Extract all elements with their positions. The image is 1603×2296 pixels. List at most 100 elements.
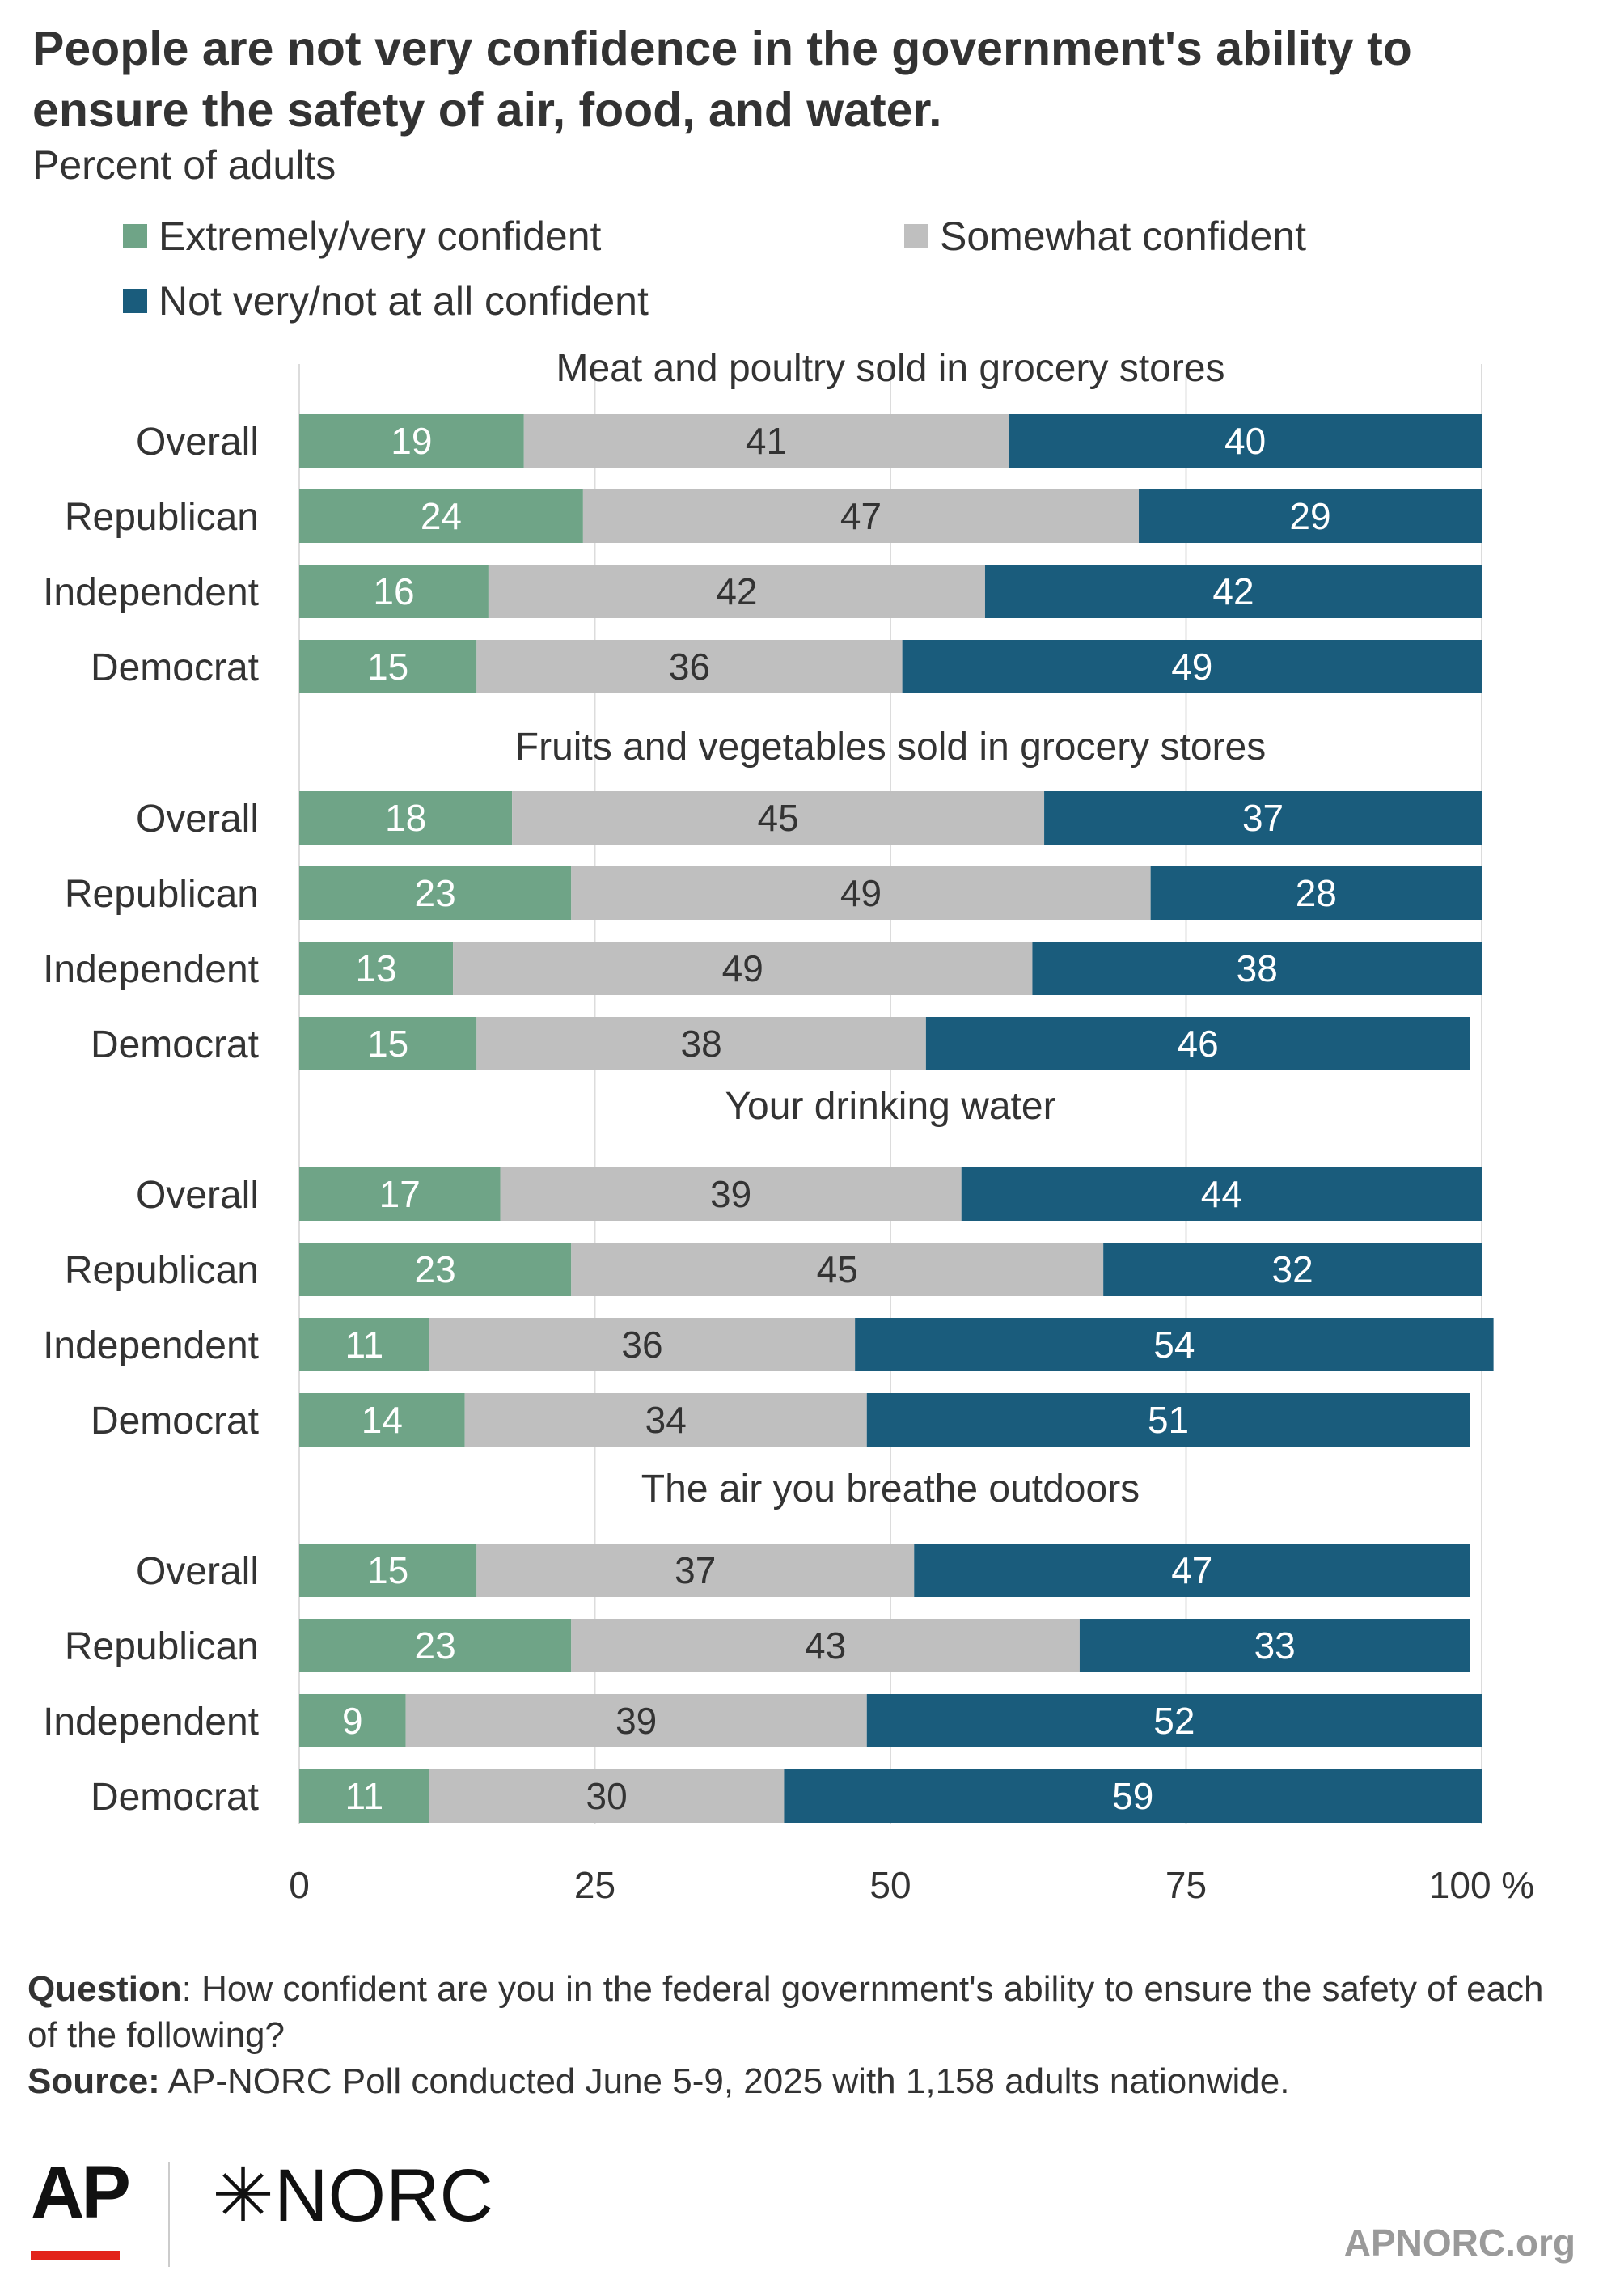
data-label-the-air-you-breathe-outdoors-democrat-somewhat-confident: 30	[586, 1775, 628, 1817]
data-label-meat-and-poultry-sold-in-grocery-stores-independent-extremely-very-confident: 16	[373, 570, 414, 612]
legend-swatch-somewhat	[904, 224, 928, 248]
data-label-your-drinking-water-republican-extremely-very-confident: 23	[415, 1248, 456, 1290]
bar-segment-fruits-and-vegetables-sold-in-grocery-stores-republican-somewhat-confident	[571, 866, 1151, 920]
bar-segment-fruits-and-vegetables-sold-in-grocery-stores-democrat-not-very-not-at-all-confident	[925, 1017, 1470, 1070]
data-label-fruits-and-vegetables-sold-in-grocery-stores-overall-somewhat-confident: 45	[758, 797, 799, 839]
bar-segment-meat-and-poultry-sold-in-grocery-stores-democrat-extremely-very-confident	[299, 640, 477, 693]
x-tick-label-25: 25	[574, 1864, 615, 1906]
group-title-the-air-you-breathe-outdoors: The air you breathe outdoors	[641, 1468, 1140, 1510]
data-label-fruits-and-vegetables-sold-in-grocery-stores-independent-somewhat-confident: 49	[722, 947, 763, 989]
bar-segment-the-air-you-breathe-outdoors-republican-extremely-very-confident	[299, 1619, 572, 1672]
bar-segment-your-drinking-water-overall-not-very-not-at-all-confident	[961, 1167, 1482, 1221]
bar-segment-your-drinking-water-republican-somewhat-confident	[571, 1243, 1104, 1296]
data-label-your-drinking-water-democrat-extremely-very-confident: 14	[362, 1399, 403, 1441]
row-label-the-air-you-breathe-outdoors-democrat: Democrat	[91, 1776, 259, 1819]
data-label-meat-and-poultry-sold-in-grocery-stores-overall-extremely-very-confident: 19	[391, 420, 432, 462]
data-label-the-air-you-breathe-outdoors-independent-not-very-not-at-all-confident: 52	[1153, 1700, 1195, 1742]
legend-swatch-extremely-very	[123, 224, 147, 248]
bar-segment-meat-and-poultry-sold-in-grocery-stores-independent-not-very-not-at-all-confident	[984, 565, 1482, 618]
data-label-fruits-and-vegetables-sold-in-grocery-stores-republican-extremely-very-confident: 23	[415, 872, 456, 914]
data-label-fruits-and-vegetables-sold-in-grocery-stores-democrat-extremely-very-confident: 15	[367, 1023, 408, 1065]
bar-segment-meat-and-poultry-sold-in-grocery-stores-democrat-not-very-not-at-all-confident	[902, 640, 1482, 693]
chart-title: People are not very confidence in the go…	[32, 22, 1412, 137]
row-label-your-drinking-water-democrat: Democrat	[91, 1400, 259, 1442]
row-label-meat-and-poultry-sold-in-grocery-stores-independent: Independent	[43, 571, 259, 614]
data-label-meat-and-poultry-sold-in-grocery-stores-democrat-not-very-not-at-all-confident: 49	[1171, 646, 1212, 688]
bar-segment-your-drinking-water-overall-extremely-very-confident	[299, 1167, 501, 1221]
data-label-your-drinking-water-overall-extremely-very-confident: 17	[379, 1173, 421, 1215]
data-label-meat-and-poultry-sold-in-grocery-stores-democrat-extremely-very-confident: 15	[367, 646, 408, 688]
data-label-your-drinking-water-democrat-somewhat-confident: 34	[645, 1399, 687, 1441]
question-label: Question	[27, 1969, 182, 2009]
data-label-your-drinking-water-independent-extremely-very-confident: 11	[345, 1324, 384, 1366]
bar-segment-the-air-you-breathe-outdoors-republican-somewhat-confident	[571, 1619, 1080, 1672]
data-label-fruits-and-vegetables-sold-in-grocery-stores-republican-not-very-not-at-all-confident: 28	[1296, 872, 1337, 914]
stacked-bar-chart: Meat and poultry sold in grocery stores O…	[43, 347, 1534, 1906]
data-label-the-air-you-breathe-outdoors-overall-somewhat-confident: 37	[675, 1549, 716, 1591]
bar-segment-your-drinking-water-independent-somewhat-confident	[429, 1318, 856, 1371]
legend-label-somewhat: Somewhat confident	[940, 214, 1307, 259]
group-title-meat-and-poultry-sold-in-grocery-stores: Meat and poultry sold in grocery stores	[556, 347, 1224, 390]
bar-segment-the-air-you-breathe-outdoors-democrat-somewhat-confident	[429, 1769, 785, 1823]
group-title-your-drinking-water: Your drinking water	[725, 1085, 1055, 1128]
data-label-meat-and-poultry-sold-in-grocery-stores-republican-extremely-very-confident: 24	[421, 495, 462, 537]
data-label-meat-and-poultry-sold-in-grocery-stores-democrat-somewhat-confident: 36	[669, 646, 710, 688]
source-text: AP-NORC Poll conducted June 5-9, 2025 wi…	[159, 2061, 1290, 2101]
data-label-fruits-and-vegetables-sold-in-grocery-stores-independent-extremely-very-confident: 13	[355, 947, 396, 989]
bar-segment-fruits-and-vegetables-sold-in-grocery-stores-overall-extremely-very-confident	[299, 791, 513, 845]
site-url: APNORC.org	[1343, 2222, 1576, 2264]
data-label-the-air-you-breathe-outdoors-democrat-extremely-very-confident: 11	[345, 1775, 384, 1817]
data-label-fruits-and-vegetables-sold-in-grocery-stores-overall-extremely-very-confident: 18	[385, 797, 426, 839]
row-label-meat-and-poultry-sold-in-grocery-stores-overall: Overall	[136, 421, 259, 464]
row-label-fruits-and-vegetables-sold-in-grocery-stores-overall: Overall	[136, 798, 259, 841]
logo-divider	[168, 2162, 170, 2267]
data-label-the-air-you-breathe-outdoors-republican-somewhat-confident: 43	[805, 1625, 846, 1667]
bar-segment-your-drinking-water-republican-extremely-very-confident	[299, 1243, 572, 1296]
data-label-meat-and-poultry-sold-in-grocery-stores-overall-somewhat-confident: 41	[746, 420, 787, 462]
data-label-meat-and-poultry-sold-in-grocery-stores-independent-not-very-not-at-all-confident: 42	[1212, 570, 1254, 612]
bar-segment-meat-and-poultry-sold-in-grocery-stores-independent-somewhat-confident	[488, 565, 985, 618]
bar-segment-meat-and-poultry-sold-in-grocery-stores-overall-not-very-not-at-all-confident	[1009, 414, 1482, 468]
bar-segment-fruits-and-vegetables-sold-in-grocery-stores-democrat-somewhat-confident	[476, 1017, 926, 1070]
bar-segment-fruits-and-vegetables-sold-in-grocery-stores-independent-extremely-very-confident	[299, 942, 454, 995]
bar-segment-the-air-you-breathe-outdoors-independent-extremely-very-confident	[299, 1694, 406, 1747]
x-tick-label-0: 0	[289, 1864, 310, 1906]
bar-segment-your-drinking-water-independent-not-very-not-at-all-confident	[855, 1318, 1494, 1371]
legend-item-somewhat: Somewhat confident	[904, 212, 1306, 261]
group-title-fruits-and-vegetables-sold-in-grocery-stores: Fruits and vegetables sold in grocery st…	[515, 726, 1266, 769]
data-label-your-drinking-water-independent-not-very-not-at-all-confident: 54	[1153, 1324, 1195, 1366]
data-label-fruits-and-vegetables-sold-in-grocery-stores-democrat-not-very-not-at-all-confident: 46	[1178, 1023, 1219, 1065]
footer-source: Source: AP-NORC Poll conducted June 5-9,…	[27, 2058, 1564, 2104]
bar-segment-the-air-you-breathe-outdoors-republican-not-very-not-at-all-confident	[1079, 1619, 1470, 1672]
row-label-meat-and-poultry-sold-in-grocery-stores-republican: Republican	[65, 496, 259, 539]
legend-swatch-not-very	[123, 289, 147, 313]
bar-segment-the-air-you-breathe-outdoors-independent-somewhat-confident	[405, 1694, 867, 1747]
chart-footer: Question: How confident are you in the f…	[27, 1966, 1564, 2104]
bar-segment-the-air-you-breathe-outdoors-overall-somewhat-confident	[476, 1544, 915, 1597]
data-label-fruits-and-vegetables-sold-in-grocery-stores-overall-not-very-not-at-all-confident: 37	[1242, 797, 1284, 839]
bar-segment-meat-and-poultry-sold-in-grocery-stores-independent-extremely-very-confident	[299, 565, 489, 618]
data-label-meat-and-poultry-sold-in-grocery-stores-overall-not-very-not-at-all-confident: 40	[1224, 420, 1266, 462]
data-label-meat-and-poultry-sold-in-grocery-stores-independent-somewhat-confident: 42	[716, 570, 757, 612]
x-tick-label-75: 75	[1165, 1864, 1207, 1906]
data-label-your-drinking-water-independent-somewhat-confident: 36	[621, 1324, 662, 1366]
data-label-your-drinking-water-republican-not-very-not-at-all-confident: 32	[1271, 1248, 1313, 1290]
bar-segment-your-drinking-water-democrat-somewhat-confident	[464, 1393, 867, 1447]
data-label-the-air-you-breathe-outdoors-independent-somewhat-confident: 39	[615, 1700, 657, 1742]
legend-item-not-very: Not very/not at all confident	[123, 277, 649, 325]
bar-segment-your-drinking-water-independent-extremely-very-confident	[299, 1318, 429, 1371]
row-label-the-air-you-breathe-outdoors-independent: Independent	[43, 1701, 259, 1743]
bar-segment-meat-and-poultry-sold-in-grocery-stores-democrat-somewhat-confident	[476, 640, 903, 693]
bar-segment-fruits-and-vegetables-sold-in-grocery-stores-overall-somewhat-confident	[512, 791, 1045, 845]
data-label-fruits-and-vegetables-sold-in-grocery-stores-democrat-somewhat-confident: 38	[680, 1023, 721, 1065]
bar-segment-fruits-and-vegetables-sold-in-grocery-stores-republican-not-very-not-at-all-confident	[1150, 866, 1482, 920]
data-label-the-air-you-breathe-outdoors-overall-extremely-very-confident: 15	[367, 1549, 408, 1591]
bar-segment-meat-and-poultry-sold-in-grocery-stores-republican-somewhat-confident	[582, 489, 1140, 543]
chart-subtitle: Percent of adults	[32, 142, 336, 188]
bar-segment-the-air-you-breathe-outdoors-overall-not-very-not-at-all-confident	[914, 1544, 1470, 1597]
footer-question: Question: How confident are you in the f…	[27, 1966, 1564, 2058]
bar-segment-the-air-you-breathe-outdoors-democrat-extremely-very-confident	[299, 1769, 429, 1823]
data-label-your-drinking-water-overall-not-very-not-at-all-confident: 44	[1201, 1173, 1242, 1215]
bar-segment-your-drinking-water-democrat-not-very-not-at-all-confident	[866, 1393, 1470, 1447]
row-label-fruits-and-vegetables-sold-in-grocery-stores-independent: Independent	[43, 948, 259, 991]
